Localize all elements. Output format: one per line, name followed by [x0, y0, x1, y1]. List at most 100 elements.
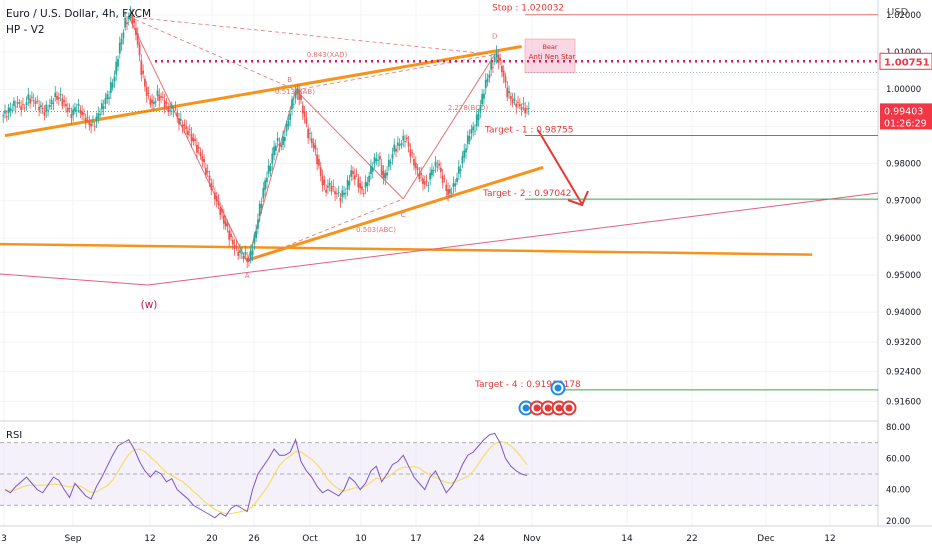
- time-tick-label: 22: [686, 534, 697, 544]
- candle-body: [459, 169, 462, 171]
- candle-body: [2, 115, 5, 117]
- price-axis[interactable]: 1.020001.010001.000000.990000.980000.970…: [879, 11, 932, 527]
- current-price-text: 0.99403: [884, 106, 923, 117]
- candle-body: [113, 76, 116, 82]
- candle-body: [500, 66, 503, 73]
- event-icons[interactable]: [518, 380, 577, 416]
- candle-body: [280, 144, 283, 148]
- zone-label: Bear: [542, 43, 557, 51]
- candle-body: [77, 103, 80, 106]
- candle-body: [253, 234, 256, 244]
- candle-body: [389, 162, 392, 164]
- candle-body: [402, 135, 405, 141]
- candle-body: [136, 33, 139, 45]
- candle-body: [18, 102, 21, 104]
- candle-body: [74, 107, 76, 112]
- candle-body: [151, 99, 153, 104]
- candle-body: [167, 108, 170, 113]
- arrow-head: [567, 190, 589, 207]
- indicator-label[interactable]: HP - V2: [6, 24, 45, 36]
- wave-label: (w): [141, 299, 158, 311]
- rsi-tick-label: 80.00: [886, 423, 910, 433]
- stop-price-text: 1.00751: [884, 57, 930, 68]
- candle-body: [301, 105, 304, 114]
- candle-body: [104, 98, 107, 105]
- target-levels: Stop : 1.020032 Target - 1 : 0.98755 Targe…: [474, 4, 878, 391]
- candle-body: [212, 185, 214, 187]
- candle-body: [68, 108, 71, 109]
- pattern-point-label: C: [401, 211, 406, 219]
- candle-body: [237, 251, 240, 256]
- candle-body: [56, 95, 58, 100]
- candle-body: [38, 106, 40, 111]
- candle-body: [486, 78, 489, 82]
- candle-body: [39, 105, 42, 108]
- time-axis[interactable]: 3 Sep 12 20 26 Oct 10 17 24 Nov 14 22 Dec 12: [1, 534, 836, 544]
- candle-body: [14, 106, 17, 108]
- current-price-tag[interactable]: [880, 103, 932, 130]
- fib-ratio-label: 0.503(ABC): [356, 226, 396, 234]
- candle-body: [138, 44, 141, 56]
- pattern-point-label: D: [492, 33, 497, 41]
- candle-body: [445, 184, 448, 192]
- candle-body: [205, 167, 207, 175]
- candle-body: [407, 142, 410, 147]
- candle-body: [192, 137, 195, 142]
- candle-body: [346, 179, 349, 190]
- candle-body: [300, 94, 302, 100]
- candle-body: [396, 142, 399, 146]
- candle-body: [235, 245, 238, 247]
- candle-body: [429, 172, 432, 180]
- economic-event-flag-icon: [533, 404, 541, 412]
- candle-body: [29, 98, 32, 104]
- candle-body: [409, 149, 412, 157]
- candle-body: [20, 106, 23, 110]
- time-tick-label: 26: [248, 534, 260, 544]
- candle-body: [425, 181, 428, 183]
- candle-body: [152, 101, 155, 105]
- candle-body: [90, 123, 93, 127]
- candle-body: [59, 94, 62, 96]
- candle-body: [16, 102, 19, 104]
- horizontal-support-line[interactable]: [0, 242, 813, 256]
- projection-arrow: [537, 129, 583, 205]
- candle-body: [488, 74, 491, 79]
- stop-price-tag[interactable]: [879, 52, 932, 70]
- bear-zone-box[interactable]: [524, 38, 576, 73]
- candle-body: [249, 251, 252, 261]
- candle-body: [165, 102, 168, 104]
- candle-body: [368, 175, 371, 183]
- symbol-title[interactable]: Euro / U.S. Dollar, 4h, FXCM: [6, 8, 152, 20]
- wave-line: [0, 192, 879, 286]
- candle-body: [122, 32, 125, 39]
- candle-body: [377, 159, 380, 161]
- candle-body: [133, 18, 136, 23]
- candle-body: [267, 165, 270, 174]
- candle-body: [231, 239, 234, 245]
- lower-channel-line[interactable]: [246, 165, 544, 262]
- candle-body: [371, 167, 374, 172]
- candle-body: [312, 142, 315, 148]
- candle-body: [373, 157, 376, 164]
- candle-body: [176, 112, 179, 117]
- candle-body: [506, 87, 509, 98]
- pattern-point-label: B: [287, 76, 292, 84]
- time-tick-label: Nov: [523, 534, 541, 544]
- candle-body: [283, 137, 286, 141]
- time-tick-label: 10: [355, 534, 367, 544]
- candle-body: [109, 82, 112, 93]
- rsi-label[interactable]: RSI: [6, 430, 23, 441]
- candle-body: [124, 17, 127, 28]
- candle-body: [7, 107, 10, 114]
- candle-body: [183, 124, 186, 127]
- candle-body: [57, 97, 60, 99]
- economic-event-flag-icon: [555, 404, 563, 412]
- candle-body: [181, 124, 184, 129]
- candle-body: [423, 181, 426, 185]
- target-label: Stop : 1.020032: [492, 4, 564, 14]
- candle-body: [303, 111, 306, 118]
- candle-body: [353, 175, 356, 180]
- candle-body: [439, 167, 442, 172]
